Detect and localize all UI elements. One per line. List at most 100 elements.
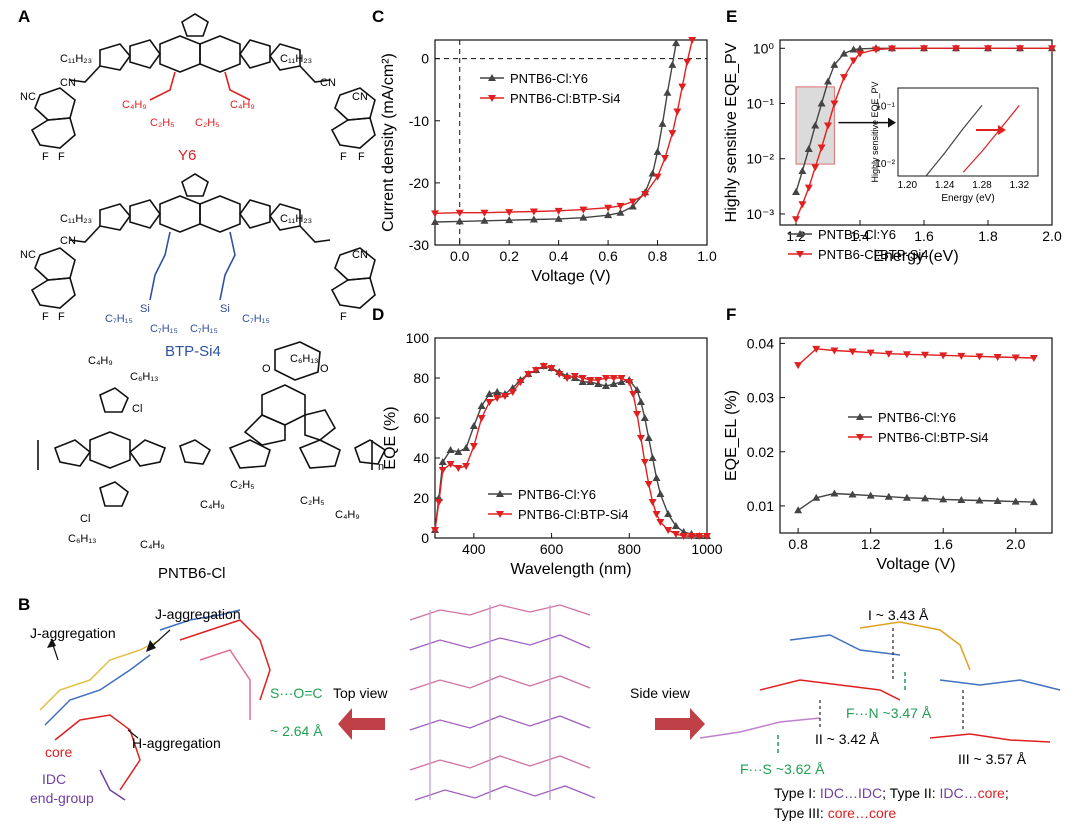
pntb-c4h9-right: C₄H₉ bbox=[335, 509, 360, 521]
data-point bbox=[469, 443, 478, 450]
x-tick-label: 1.4 bbox=[850, 228, 870, 244]
series-y6 bbox=[431, 39, 681, 226]
data-point bbox=[462, 463, 471, 470]
data-point bbox=[469, 422, 478, 429]
y-tick-label: 0 bbox=[421, 51, 429, 67]
data-point bbox=[664, 527, 673, 534]
data-point bbox=[824, 122, 832, 130]
pntb6-cl-labels: C₄H₉ C₆H₁₃ Cl C₆H₁₃ O O Cl C₆H₁₃ C₄H₉ C₄… bbox=[68, 353, 384, 582]
data-point bbox=[641, 191, 650, 199]
x-tick-label: 400 bbox=[462, 541, 486, 557]
data-point bbox=[652, 474, 661, 481]
y-tick-label: 0.01 bbox=[747, 498, 774, 514]
series-line bbox=[434, 42, 677, 223]
data-point bbox=[840, 49, 848, 57]
data-point bbox=[1048, 45, 1056, 53]
data-point bbox=[636, 435, 645, 442]
data-point bbox=[856, 44, 864, 52]
data-point bbox=[477, 402, 486, 409]
packing-right-labels: I ~ 3.43 Å II ~ 3.42 Å III ~ 3.57 Å F···… bbox=[740, 607, 1027, 821]
y-tick-label: 80 bbox=[413, 370, 429, 386]
data-point bbox=[1029, 355, 1038, 363]
core-label: core bbox=[45, 744, 72, 760]
x-tick-label: 0.0 bbox=[450, 248, 470, 264]
btp-si-left: Si bbox=[140, 303, 150, 315]
type-2b: core…core bbox=[828, 805, 897, 821]
data-point bbox=[485, 399, 494, 406]
data-point bbox=[830, 489, 839, 497]
data-point bbox=[840, 74, 848, 82]
data-point bbox=[671, 522, 680, 529]
inset-x-tick: 1.20 bbox=[898, 180, 918, 191]
x-axis-label: Voltage (V) bbox=[876, 556, 955, 573]
data-point bbox=[640, 459, 649, 466]
btp-c11h23-right: C₁₁H₂₃ bbox=[280, 213, 312, 225]
pntb-o-2: O bbox=[320, 363, 329, 375]
inset-y-tick: 10⁻¹ bbox=[875, 101, 895, 112]
h-aggregation: H-aggregation bbox=[132, 735, 221, 751]
data-point bbox=[594, 377, 603, 384]
data-point bbox=[664, 510, 673, 517]
data-point bbox=[629, 391, 638, 398]
data-point bbox=[480, 216, 489, 224]
data-point bbox=[524, 371, 533, 378]
x-tick-label: 1.6 bbox=[933, 536, 953, 552]
data-point bbox=[866, 491, 875, 499]
data-point bbox=[872, 46, 880, 54]
data-point bbox=[856, 50, 864, 58]
y6-cn-right-2: CN bbox=[352, 91, 368, 103]
btp-c7h15-4: C₇H₁₅ bbox=[242, 313, 270, 325]
data-point bbox=[1011, 497, 1020, 505]
btp-nc-left: NC bbox=[20, 249, 36, 261]
data-point bbox=[668, 60, 677, 68]
data-point bbox=[505, 209, 514, 217]
data-point bbox=[644, 434, 653, 441]
y-tick-label: 60 bbox=[413, 410, 429, 426]
data-point bbox=[431, 218, 439, 226]
data-point bbox=[703, 533, 711, 540]
chart-c-jv: 0.0 0.2 0.4 0.6 0.8 1.0 0 -10 -20 -30 Voltage (V) C… bbox=[380, 37, 717, 285]
data-point bbox=[462, 444, 471, 451]
series-line bbox=[434, 365, 707, 537]
data-point bbox=[957, 352, 966, 360]
data-point bbox=[454, 448, 463, 455]
data-point bbox=[431, 527, 439, 534]
type-1e: core bbox=[978, 785, 1005, 801]
type-1a: Type I: bbox=[774, 785, 820, 801]
data-point bbox=[849, 57, 858, 65]
fn-contact: F···N ~3.47 Å bbox=[846, 705, 932, 721]
pntb-n: n bbox=[378, 461, 384, 473]
x-tick-label: 1.0 bbox=[697, 248, 717, 264]
series-btp-si4 bbox=[431, 363, 711, 540]
y6-c4h9-left: C₄H₉ bbox=[122, 99, 147, 111]
data-point bbox=[477, 415, 486, 422]
data-point bbox=[830, 60, 839, 68]
y6-f-right-2: F bbox=[358, 151, 365, 163]
series-btp-si4 bbox=[431, 37, 697, 218]
data-point bbox=[884, 492, 893, 500]
inset-x-label: Energy (eV) bbox=[941, 193, 994, 204]
data-point bbox=[663, 88, 672, 96]
data-point bbox=[660, 155, 669, 163]
data-point bbox=[798, 201, 807, 209]
data-point bbox=[679, 533, 688, 540]
type-line-2: Type III: core…core bbox=[774, 805, 896, 821]
data-point bbox=[617, 375, 626, 382]
data-point bbox=[957, 495, 966, 503]
data-point bbox=[539, 363, 548, 370]
data-point bbox=[508, 389, 517, 396]
data-point bbox=[438, 467, 447, 474]
y6-name: Y6 bbox=[178, 147, 196, 164]
data-point bbox=[547, 365, 556, 372]
plot-frame bbox=[779, 337, 1053, 534]
x-tick-label: 0.4 bbox=[549, 248, 569, 264]
zoom-arrowhead bbox=[888, 117, 896, 128]
y6-structure bbox=[30, 13, 376, 149]
y-tick-label: 0.02 bbox=[747, 444, 774, 460]
data-point bbox=[811, 121, 820, 129]
data-point bbox=[866, 349, 875, 357]
y6-cn-left: CN bbox=[60, 77, 76, 89]
data-point bbox=[804, 145, 813, 153]
panel-label-d: D bbox=[372, 305, 384, 324]
